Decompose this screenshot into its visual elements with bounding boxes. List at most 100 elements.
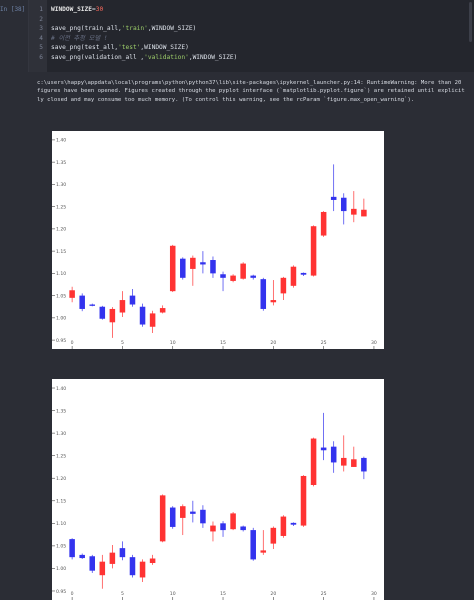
x-tick-label: 20 bbox=[270, 340, 276, 346]
y-tick-label: 1.25 bbox=[56, 453, 66, 459]
y-tick-label: 1.40 bbox=[56, 386, 66, 392]
candle-body bbox=[119, 300, 126, 313]
y-tick-label: 1.20 bbox=[56, 476, 66, 482]
candle-body bbox=[169, 245, 176, 292]
x-tick-label: 20 bbox=[270, 591, 276, 597]
y-tick-label: 1.35 bbox=[56, 408, 66, 414]
x-tick-label: 0 bbox=[71, 340, 74, 346]
x-tick-label: 10 bbox=[170, 591, 176, 597]
line-number: 6 bbox=[39, 54, 43, 61]
candle-body bbox=[270, 300, 277, 303]
candle-body bbox=[180, 506, 186, 518]
candlestick-plot-2: 0.95 1.00 1.05 1.10 1.15 1.20 1.25 1.30 1.35 1.40… bbox=[52, 379, 384, 600]
candle-body bbox=[290, 266, 297, 286]
y-tick-label: 1.10 bbox=[56, 271, 66, 277]
candle-body bbox=[230, 275, 236, 281]
candle-body bbox=[310, 226, 317, 276]
y-tick-label: 1.35 bbox=[56, 160, 66, 166]
candle-body bbox=[99, 306, 106, 319]
y-tick-label: 1.20 bbox=[56, 227, 66, 233]
candle-body bbox=[79, 554, 85, 559]
code-token: # 이전 추정 모델 ! bbox=[51, 34, 108, 42]
candle-body bbox=[139, 561, 146, 578]
code-text: # 이전 추정 모델 ! bbox=[51, 34, 108, 44]
y-tick-label: 1.00 bbox=[56, 566, 66, 572]
y-tick-label: 0.95 bbox=[56, 589, 66, 595]
candle-body bbox=[89, 556, 96, 571]
candle-body bbox=[240, 263, 246, 279]
candle-body bbox=[200, 509, 206, 524]
candle-body bbox=[119, 548, 126, 558]
candle-body bbox=[69, 539, 75, 558]
y-tick-label: 1.40 bbox=[56, 138, 66, 144]
candle-body bbox=[190, 257, 196, 269]
candle-body bbox=[250, 275, 256, 278]
candle-body bbox=[330, 196, 337, 200]
y-tick-label: 0.95 bbox=[56, 338, 66, 344]
x-tick-label: 25 bbox=[321, 340, 327, 346]
candle-body bbox=[159, 495, 166, 542]
y-tick-label: 1.25 bbox=[56, 204, 66, 210]
candle-body bbox=[361, 209, 367, 217]
x-tick-label: 10 bbox=[170, 340, 176, 346]
code-token: 'train' bbox=[121, 25, 148, 33]
candle-body bbox=[280, 277, 287, 294]
candle-body bbox=[180, 258, 186, 278]
code-text: save_png(validation_all ,'validation',WI… bbox=[51, 53, 237, 63]
candle-body bbox=[79, 295, 85, 309]
candle-body bbox=[300, 475, 307, 526]
line-number: 2 bbox=[39, 15, 43, 23]
candle-body bbox=[69, 290, 75, 298]
candle-body bbox=[361, 457, 367, 472]
candle-body bbox=[351, 459, 357, 467]
candle-body bbox=[320, 447, 327, 451]
candle-body bbox=[340, 457, 347, 466]
code-token: save_png(train_all, bbox=[51, 25, 122, 33]
candle-body bbox=[220, 274, 226, 278]
candle-body bbox=[99, 561, 106, 576]
candle-body bbox=[129, 295, 136, 305]
y-tick-label: 1.00 bbox=[56, 316, 66, 322]
candle-body bbox=[270, 527, 277, 544]
y-tick-label: 1.05 bbox=[56, 293, 66, 299]
code-token: ,WINDOW_SIZE) bbox=[140, 44, 189, 52]
code-token: = bbox=[91, 6, 96, 13]
candle-body bbox=[310, 438, 317, 485]
candle-body bbox=[240, 526, 246, 531]
candle-body bbox=[149, 313, 156, 327]
code-text: WINDOW_SIZE=30 bbox=[51, 5, 103, 15]
candle-body bbox=[200, 262, 206, 265]
code-cell[interactable]: 1 WINDOW_SIZE=30 2 3 save_png(train_all,'tra… bbox=[28, 0, 474, 72]
code-token: WINDOW_SIZE bbox=[51, 6, 92, 13]
y-tick-label: 1.10 bbox=[56, 521, 66, 527]
code-token: 'test' bbox=[118, 44, 141, 52]
candle-body bbox=[139, 306, 146, 325]
x-tick-label: 0 bbox=[71, 591, 74, 597]
candlestick-plot-1: 0.95 1.00 1.05 1.10 1.15 1.20 1.25 1.30 1.35 1.40… bbox=[52, 131, 384, 349]
x-tick-label: 25 bbox=[321, 591, 327, 597]
line-number: 3 bbox=[39, 25, 43, 33]
candle-body bbox=[210, 525, 216, 532]
code-text: save_png(test_all,'test',WINDOW_SIZE) bbox=[51, 43, 189, 53]
chart-svg: 0.95 1.00 1.05 1.10 1.15 1.20 1.25 1.30 1.35 1.40… bbox=[52, 138, 377, 349]
x-tick-label: 15 bbox=[220, 340, 226, 346]
line-number: 5 bbox=[39, 44, 43, 52]
code-token: save_png(validation_all , bbox=[51, 54, 145, 61]
candle-body bbox=[109, 552, 116, 564]
vertical-scrollbar[interactable] bbox=[469, 2, 472, 42]
candle-body bbox=[220, 523, 226, 531]
x-tick-label: 30 bbox=[371, 340, 377, 346]
y-tick-label: 1.15 bbox=[56, 499, 66, 505]
candle-body bbox=[190, 511, 196, 514]
candle-body bbox=[320, 211, 327, 236]
candle-body bbox=[169, 507, 176, 527]
candle-body bbox=[300, 272, 307, 275]
line-number-gutter bbox=[29, 0, 47, 72]
candle-body bbox=[260, 279, 267, 309]
x-tick-label: 30 bbox=[371, 591, 377, 597]
candle-body bbox=[351, 208, 357, 215]
x-tick-label: 15 bbox=[220, 591, 226, 597]
code-token: 30 bbox=[95, 6, 104, 13]
y-tick-label: 1.30 bbox=[56, 182, 66, 188]
code-token: ,WINDOW_SIZE) bbox=[188, 54, 238, 61]
